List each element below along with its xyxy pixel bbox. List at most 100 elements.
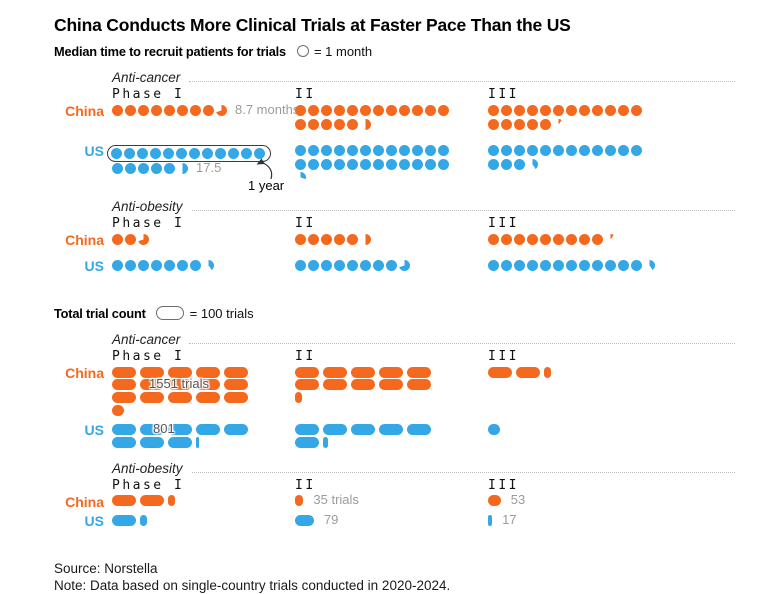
trials-pill <box>323 424 347 436</box>
month-dot <box>189 147 200 159</box>
trials-pill <box>407 424 431 436</box>
month-dot <box>203 105 214 117</box>
trials-pill-partial <box>140 514 148 526</box>
month-dot <box>631 105 642 117</box>
month-dot <box>308 105 319 117</box>
month-dot <box>399 105 410 117</box>
row-label-china: China <box>65 103 104 119</box>
trials-pill <box>112 424 136 436</box>
phase-label-1: Phase I <box>112 477 185 493</box>
trials-pill <box>351 379 375 391</box>
pictogram-cell <box>295 142 488 185</box>
month-dot <box>321 105 332 117</box>
pictogram-cell: 79 <box>295 512 488 528</box>
month-dot <box>438 158 449 170</box>
month-dot <box>308 118 319 130</box>
month-dot <box>566 260 577 272</box>
month-dot <box>514 158 525 170</box>
trials-pill <box>112 391 136 403</box>
trials-pill <box>295 379 319 391</box>
trials-pill <box>224 424 248 436</box>
section-header: Anti-obesity <box>112 460 737 476</box>
footer: Source: Norstella Note: Data based on si… <box>54 561 757 594</box>
month-dot <box>190 105 201 117</box>
trial-count-legend: Total trial count = 100 trials <box>54 305 757 321</box>
value-label: 17 <box>502 511 517 527</box>
month-dot <box>295 145 306 157</box>
totals-anti-obesity-section: Anti-obesity Phase I II III China 35 tri… <box>54 460 757 528</box>
month-dot <box>360 158 371 170</box>
month-dot <box>360 145 371 157</box>
trials-pill-partial <box>488 495 501 507</box>
trials-pill <box>168 436 192 448</box>
month-dot <box>190 260 201 272</box>
month-dot <box>514 260 525 272</box>
month-dot <box>501 145 512 157</box>
month-dot <box>334 118 345 130</box>
month-dot <box>334 158 345 170</box>
phase-label-1: Phase I <box>112 349 185 364</box>
month-dot <box>566 233 577 245</box>
pictogram-cell <box>295 102 488 131</box>
phase-label-1: Phase I <box>112 87 185 102</box>
month-dot <box>334 233 345 245</box>
month-dot <box>618 145 629 157</box>
month-dot <box>138 163 149 175</box>
value-label: 79 <box>323 511 339 527</box>
trials-pill-partial <box>196 436 199 448</box>
month-dot <box>295 260 306 272</box>
dotted-leader <box>189 343 735 344</box>
month-dot-partial <box>216 105 227 117</box>
month-unit-label: = 1 month <box>313 43 373 59</box>
phase-label-3: III <box>488 349 519 364</box>
trials-pill <box>112 379 136 391</box>
month-dot <box>553 260 564 272</box>
month-dot <box>579 105 590 117</box>
month-dot <box>241 147 252 159</box>
month-dot <box>151 163 162 175</box>
month-dot <box>618 260 629 272</box>
month-dot <box>125 163 136 175</box>
month-dot <box>334 145 345 157</box>
month-dot <box>566 145 577 157</box>
pictogram-cell-china-cancer-total-p1: 1551 trials <box>112 364 295 416</box>
month-dot <box>215 147 226 159</box>
totals-anti-cancer-section: Anti-cancer Phase I II III China 1551 tr… <box>54 331 757 449</box>
month-dot <box>386 105 397 117</box>
month-dot <box>412 158 423 170</box>
value-label: 35 trials <box>313 492 359 508</box>
trials-pill-partial <box>295 495 304 507</box>
month-dot <box>321 260 332 272</box>
month-dot <box>592 105 603 117</box>
phase-label-1: Phase I <box>112 215 185 231</box>
month-dot <box>138 260 149 272</box>
month-dot <box>438 145 449 157</box>
month-dot <box>124 147 135 159</box>
pictogram-cell: 8.7 months <box>112 102 299 131</box>
pictogram-cell <box>112 257 295 273</box>
month-dot-partial <box>553 118 564 130</box>
month-dot <box>605 260 616 272</box>
trials-pill-partial <box>488 514 493 526</box>
trials-pill <box>196 366 220 378</box>
month-dot <box>137 147 148 159</box>
month-dot <box>412 145 423 157</box>
month-dot <box>177 105 188 117</box>
trials-pill <box>379 424 403 436</box>
pictogram-cell <box>488 257 737 273</box>
pictogram-cell <box>295 421 488 448</box>
median-time-legend-label: Median time to recruit patients for tria… <box>54 43 286 59</box>
month-dot <box>425 145 436 157</box>
row-label-china: China <box>65 493 104 510</box>
month-dot <box>347 105 358 117</box>
value-label: 17.5 <box>196 160 222 176</box>
month-dot <box>321 118 332 130</box>
month-dot <box>540 233 551 245</box>
month-dot <box>527 260 538 272</box>
trials-pill <box>379 379 403 391</box>
dotted-leader <box>191 209 735 211</box>
month-dot <box>605 105 616 117</box>
month-dot <box>308 158 319 170</box>
trials-pill <box>112 514 136 526</box>
